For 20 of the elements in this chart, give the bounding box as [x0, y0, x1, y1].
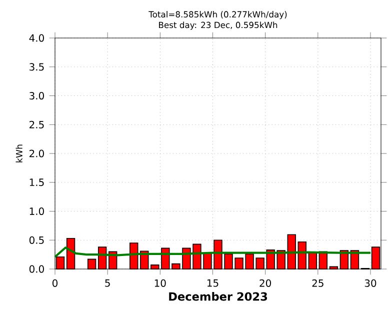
y-tick-label: 4.0: [29, 34, 44, 42]
x-tick-label: 10: [154, 279, 166, 287]
chart-subtitle: Best day: 23 Dec, 0.595kWh: [159, 22, 278, 30]
x-tick-label: 5: [105, 279, 110, 287]
x-tick-label: 25: [312, 279, 324, 287]
y-tick-label: 2.5: [30, 120, 44, 128]
y-tick-label: 2.0: [30, 150, 44, 158]
y-tick-label: 3.0: [30, 92, 44, 100]
chart-title: Total=8.585kWh (0.277kWh/day): [148, 11, 287, 20]
x-tick-label: 20: [260, 279, 271, 287]
y-tick-label: 1.5: [30, 178, 44, 186]
y-axis-title: kWh: [16, 144, 22, 162]
x-tick-label: 0: [52, 279, 58, 287]
y-tick-label: 1.0: [30, 207, 44, 216]
x-tick-label: 30: [364, 279, 376, 287]
x-tick-label: 15: [208, 279, 218, 287]
y-tick-label: 3.5: [30, 63, 44, 71]
x-axis-title: December 2023: [169, 292, 268, 301]
y-tick-label: 0.0: [29, 265, 44, 273]
y-tick-label: 0.5: [29, 236, 44, 244]
